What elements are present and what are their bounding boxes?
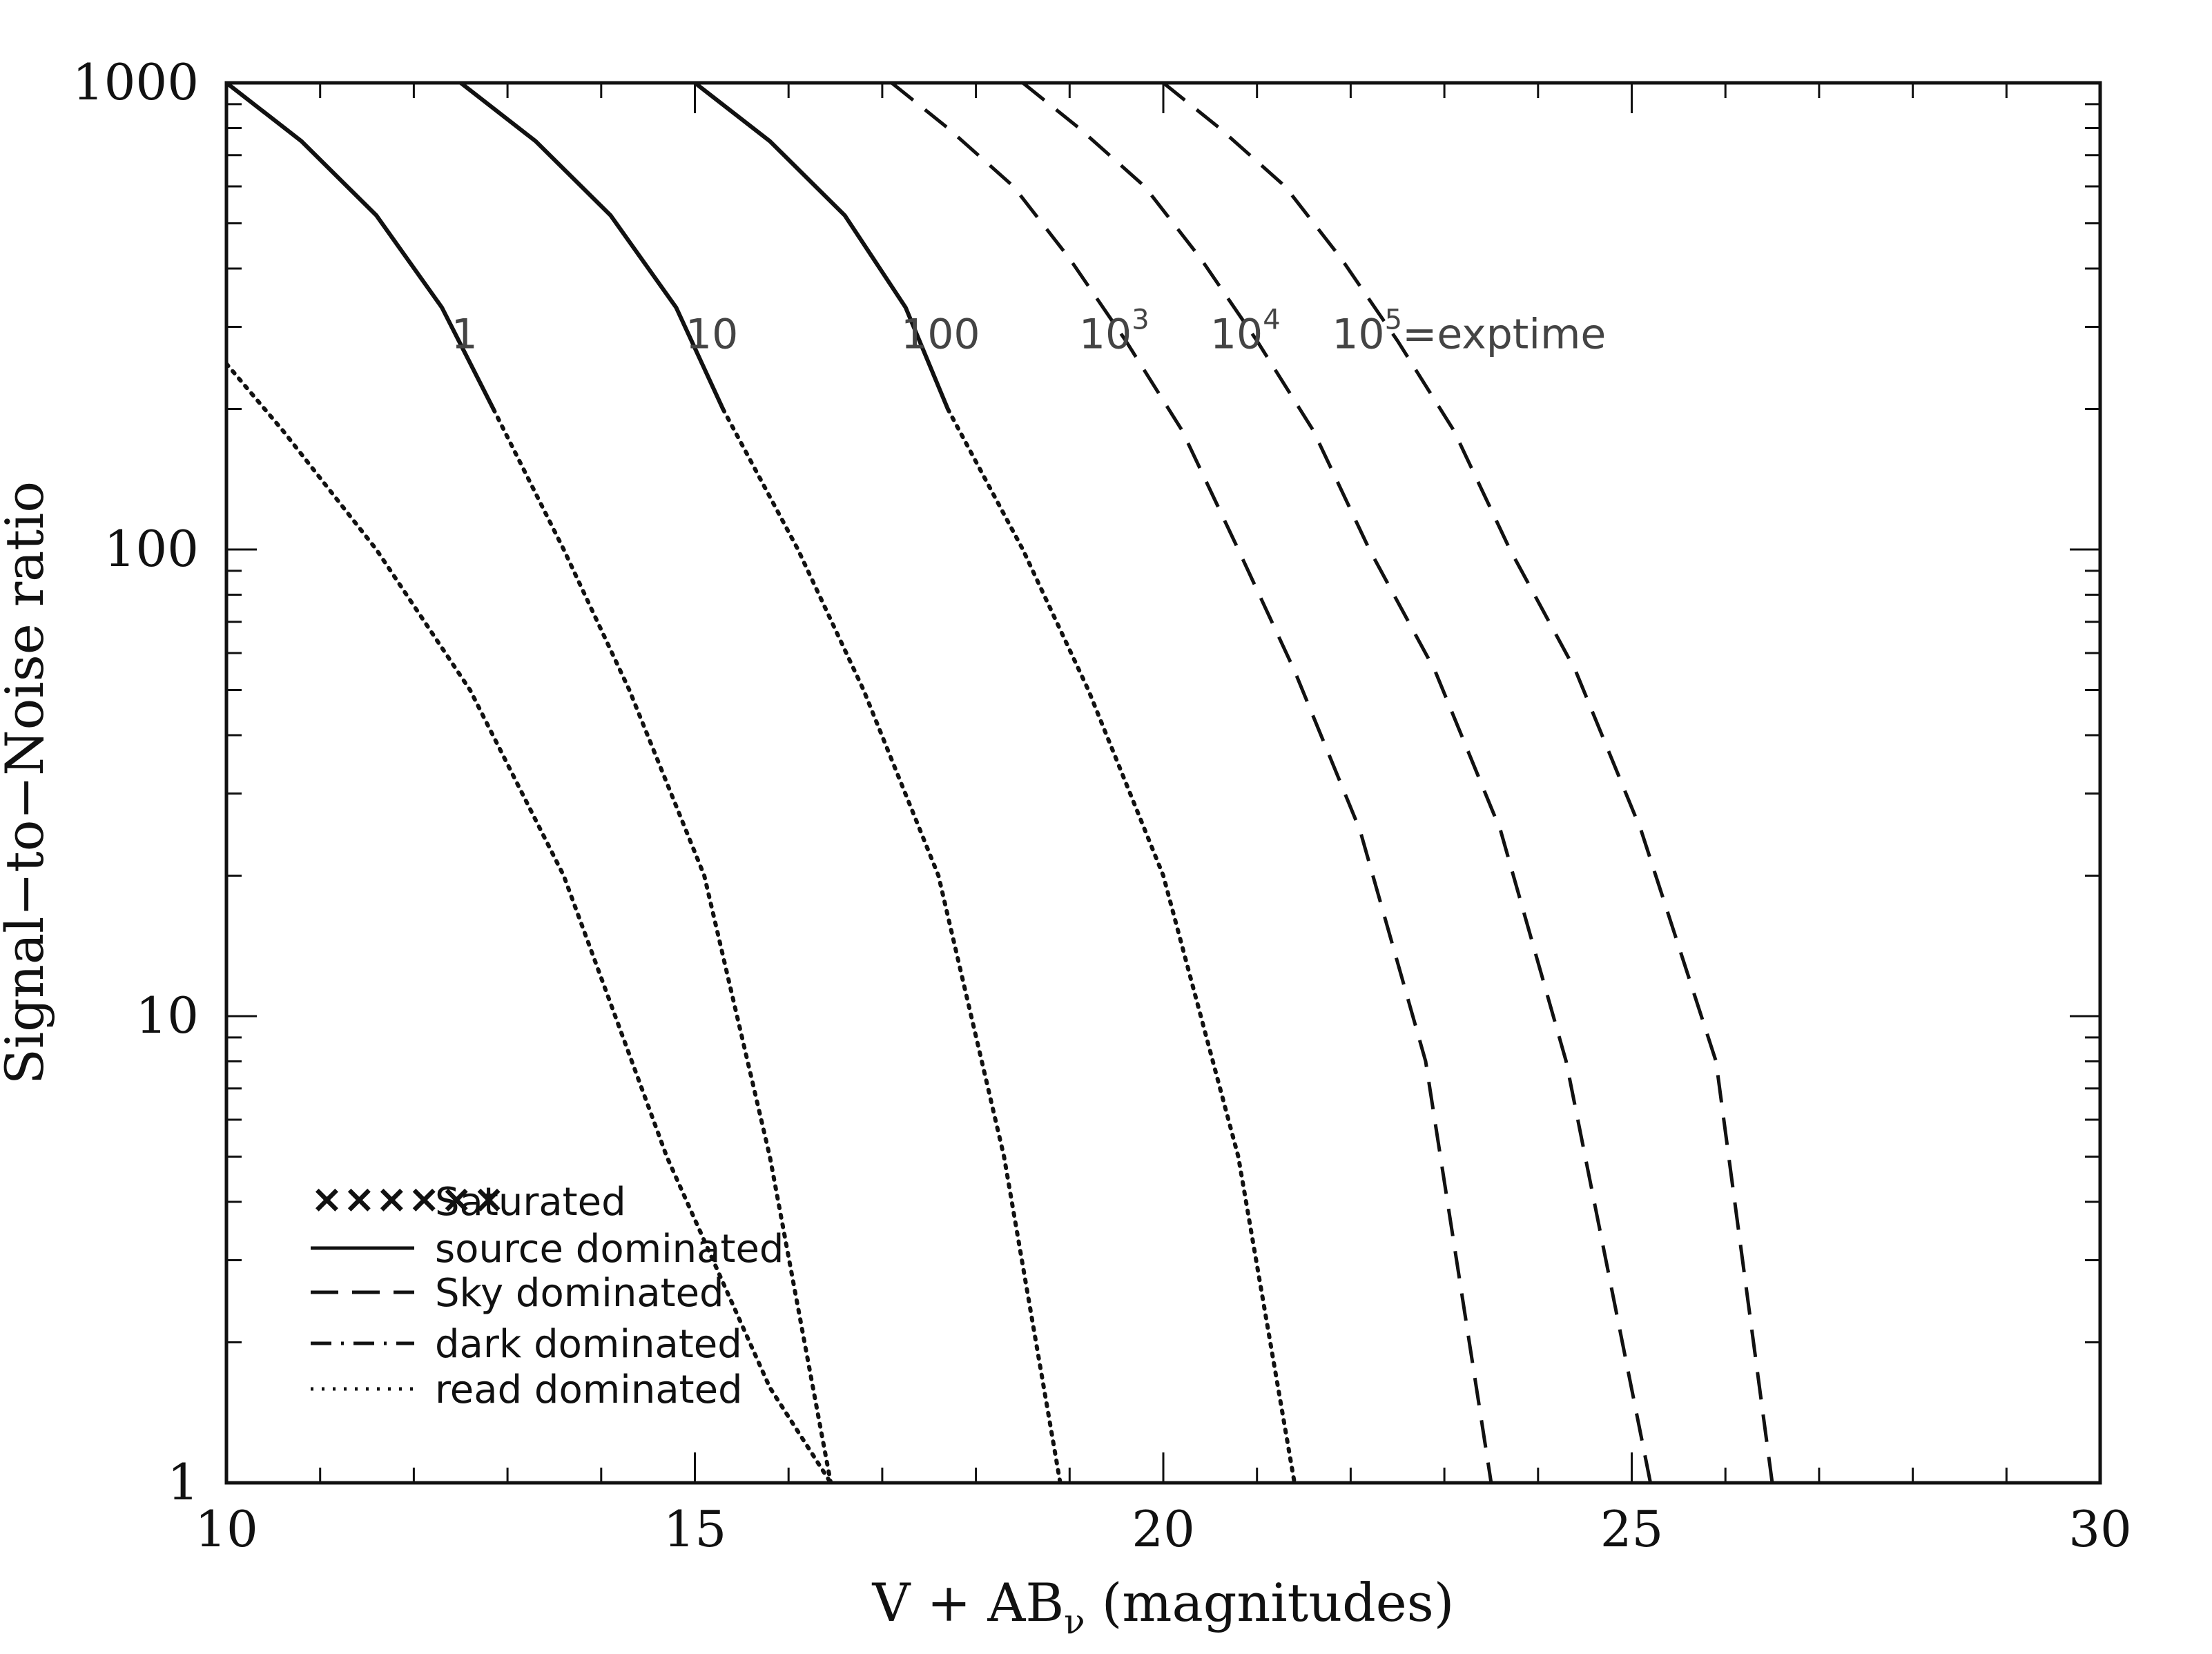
y-tick-label: 1 [167,1453,199,1511]
x-tick-label: 30 [2068,1500,2132,1558]
curve-read-low [226,361,833,1483]
curves [226,83,1774,1483]
curve-label-0: 1 [452,310,478,358]
x-axis-label-suffix: (magnitudes) [1085,1572,1455,1633]
curve-source-2 [693,83,950,410]
curve-read-1 [721,407,1063,1483]
curve-sky-3 [890,83,1493,1483]
y-axis: 1 10 100 1000 [72,53,2100,1511]
x-tick-label: 15 [663,1500,727,1558]
curve-read-2 [945,407,1297,1483]
x-axis: 10 15 20 25 30 [195,83,2132,1558]
curve-sky-4 [1021,83,1653,1483]
x-axis-label-sub: ν [1064,1602,1085,1642]
curve-sky-5 [1162,83,1774,1483]
curve-label-1: 10 [686,310,738,358]
legend-label: read dominated [435,1368,743,1412]
x-tick-label: 10 [195,1500,258,1558]
curve-label-5: 105=exptime [1332,304,1606,358]
curve-label-3: 103 [1079,304,1149,358]
y-tick-label: 10 [135,986,199,1044]
curve-labels: 1 10 100 103 104 105=exptime [452,304,1607,358]
x-axis-label: V + ABν (magnitudes) [872,1572,1455,1642]
legend-saturated-symbol: ×××××× [311,1177,505,1222]
legend-label: dark dominated [435,1322,742,1367]
curve-label-4: 104 [1210,304,1281,358]
x-tick-label: 20 [1132,1500,1195,1558]
legend-label: source dominated [435,1227,784,1272]
x-axis-label-main: V + AB [872,1572,1065,1633]
y-axis-label: Signal−to−Noise ratio [0,481,55,1084]
y-tick-label: 100 [104,520,199,578]
legend-label: Saturated [435,1180,626,1225]
curve-source-1 [459,83,725,410]
curve-source-0 [226,83,496,410]
curve-label-2: 100 [901,310,980,358]
y-tick-label: 1000 [72,53,199,111]
x-tick-label: 25 [1600,1500,1664,1558]
legend-label: Sky dominated [435,1271,724,1316]
